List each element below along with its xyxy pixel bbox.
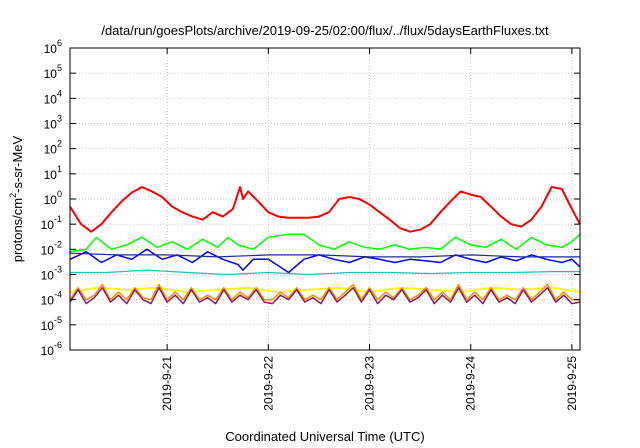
series-line-7 [69, 286, 581, 305]
y-axis-label: protons/cm2-s-sr-MeV [8, 135, 25, 262]
y-tick-base: 10 [44, 118, 58, 132]
y-tick-exponent: -6 [54, 340, 62, 350]
y-tick-base: 10 [44, 92, 58, 106]
y-tick-exponent: -5 [54, 315, 62, 325]
y-axis-label-rest: -s-sr-MeV [10, 135, 25, 192]
y-tick-label: 10-1 [41, 214, 62, 232]
y-tick-exponent: 3 [57, 114, 62, 124]
y-tick-label: 10-2 [41, 239, 62, 257]
y-axis-label-main: protons/cm [10, 198, 25, 262]
x-axis-label: Coordinated Universal Time (UTC) [225, 429, 424, 444]
series-layer [69, 186, 581, 305]
y-tick-label: 10-5 [41, 315, 62, 333]
y-tick-label: 100 [44, 189, 62, 207]
y-tick-base: 10 [44, 67, 58, 81]
series-line-0 [69, 186, 581, 233]
y-tick-base: 10 [41, 269, 55, 283]
series-line-5 [69, 286, 581, 294]
y-tick-base: 10 [41, 243, 55, 257]
y-tick-label: 104 [44, 88, 62, 106]
series-line-4 [70, 269, 580, 276]
series-line-6 [69, 283, 580, 301]
series-line-3 [69, 252, 580, 258]
y-axis: 10-610-510-410-310-210-11001011021031041… [41, 38, 580, 358]
y-tick-label: 106 [44, 38, 62, 56]
y-tick-exponent: 0 [57, 189, 62, 199]
series-line-2 [69, 248, 581, 274]
y-tick-exponent: -2 [54, 239, 62, 249]
y-tick-exponent: 2 [57, 139, 62, 149]
y-tick-exponent: 5 [57, 63, 62, 73]
y-tick-exponent: 4 [57, 88, 62, 98]
x-tick-label: 2019-9-22 [261, 356, 275, 411]
y-tick-exponent: 6 [57, 38, 62, 48]
x-tick-label: 2019-9-24 [464, 356, 478, 411]
y-tick-exponent: 1 [57, 164, 62, 174]
y-tick-base: 10 [44, 193, 58, 207]
y-axis-label-sup: 2 [8, 193, 18, 198]
y-tick-label: 10-3 [41, 265, 62, 283]
y-tick-label: 103 [44, 114, 62, 132]
y-tick-base: 10 [44, 143, 58, 157]
series-line-1 [69, 233, 581, 253]
y-tick-exponent: -4 [54, 290, 62, 300]
y-tick-label: 10-4 [41, 290, 62, 308]
x-tick-label: 2019-9-21 [160, 356, 174, 411]
y-tick-base: 10 [41, 218, 55, 232]
x-axis: 2019-9-21 2019-9-22 2019-9-23 2019-9-24 2019… [160, 48, 579, 411]
y-tick-exponent: -1 [54, 214, 62, 224]
x-tick-label: 2019-9-25 [565, 356, 579, 411]
y-tick-base: 10 [41, 344, 55, 358]
y-tick-exponent: -3 [54, 265, 62, 275]
y-tick-base: 10 [41, 294, 55, 308]
y-tick-label: 102 [44, 139, 62, 157]
y-tick-base: 10 [41, 319, 55, 333]
y-tick-base: 10 [44, 42, 58, 56]
y-tick-base: 10 [44, 168, 58, 182]
chart-title: /data/run/goesPlots/archive/2019-09-25/0… [101, 23, 549, 38]
y-tick-label: 101 [44, 164, 62, 182]
grid-layer [70, 47, 580, 351]
y-tick-label: 10-6 [41, 340, 62, 358]
x-tick-label: 2019-9-23 [363, 356, 377, 411]
y-tick-label: 105 [44, 63, 62, 81]
